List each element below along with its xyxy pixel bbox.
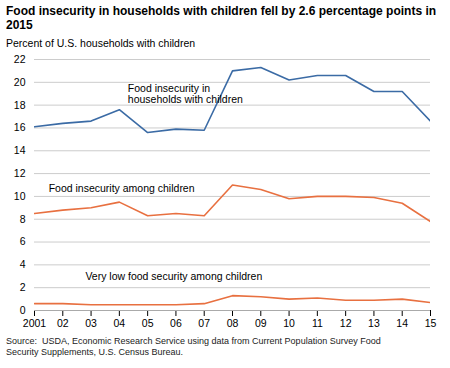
svg-text:6: 6 bbox=[20, 235, 26, 247]
svg-text:2: 2 bbox=[20, 281, 26, 293]
svg-text:0: 0 bbox=[20, 304, 26, 316]
svg-text:06: 06 bbox=[170, 317, 182, 329]
svg-text:Very low food security among c: Very low food security among children bbox=[85, 270, 262, 282]
svg-text:10: 10 bbox=[14, 190, 26, 202]
svg-text:8: 8 bbox=[20, 212, 26, 224]
svg-text:07: 07 bbox=[198, 317, 210, 329]
svg-text:16: 16 bbox=[14, 121, 26, 133]
html-text:Food insecurity in households: Food insecurity in households with child… bbox=[6, 4, 437, 33]
svg-text:2001: 2001 bbox=[23, 317, 47, 329]
svg-text:12: 12 bbox=[340, 317, 352, 329]
svg-text:18: 18 bbox=[14, 98, 26, 110]
svg-text:11: 11 bbox=[312, 317, 323, 329]
svg-text:20: 20 bbox=[14, 75, 26, 87]
svg-text:14: 14 bbox=[14, 144, 26, 156]
svg-text:22: 22 bbox=[14, 53, 26, 65]
svg-text:02: 02 bbox=[57, 317, 69, 329]
svg-text:12: 12 bbox=[14, 167, 26, 179]
svg-text:4: 4 bbox=[20, 258, 26, 270]
svg-text:14: 14 bbox=[396, 317, 408, 329]
svg-text:Food insecurity among children: Food insecurity among children bbox=[49, 182, 195, 194]
svg-text:13: 13 bbox=[368, 317, 380, 329]
svg-text:05: 05 bbox=[142, 317, 154, 329]
svg-text:15: 15 bbox=[425, 317, 437, 329]
svg-text:Food insecurity inhouseholds w: Food insecurity inhouseholds with childr… bbox=[128, 82, 243, 105]
svg-text:08: 08 bbox=[227, 317, 239, 329]
svg-text:09: 09 bbox=[255, 317, 267, 329]
svg-text:03: 03 bbox=[85, 317, 97, 329]
svg-text:04: 04 bbox=[114, 317, 126, 329]
html-text:Percent of U.S. households wit: Percent of U.S. households with children bbox=[6, 36, 196, 49]
html-text:Source: USDA, Economic Researc: Source: USDA, Economic Research Service … bbox=[6, 335, 381, 357]
svg-text:10: 10 bbox=[283, 317, 295, 329]
